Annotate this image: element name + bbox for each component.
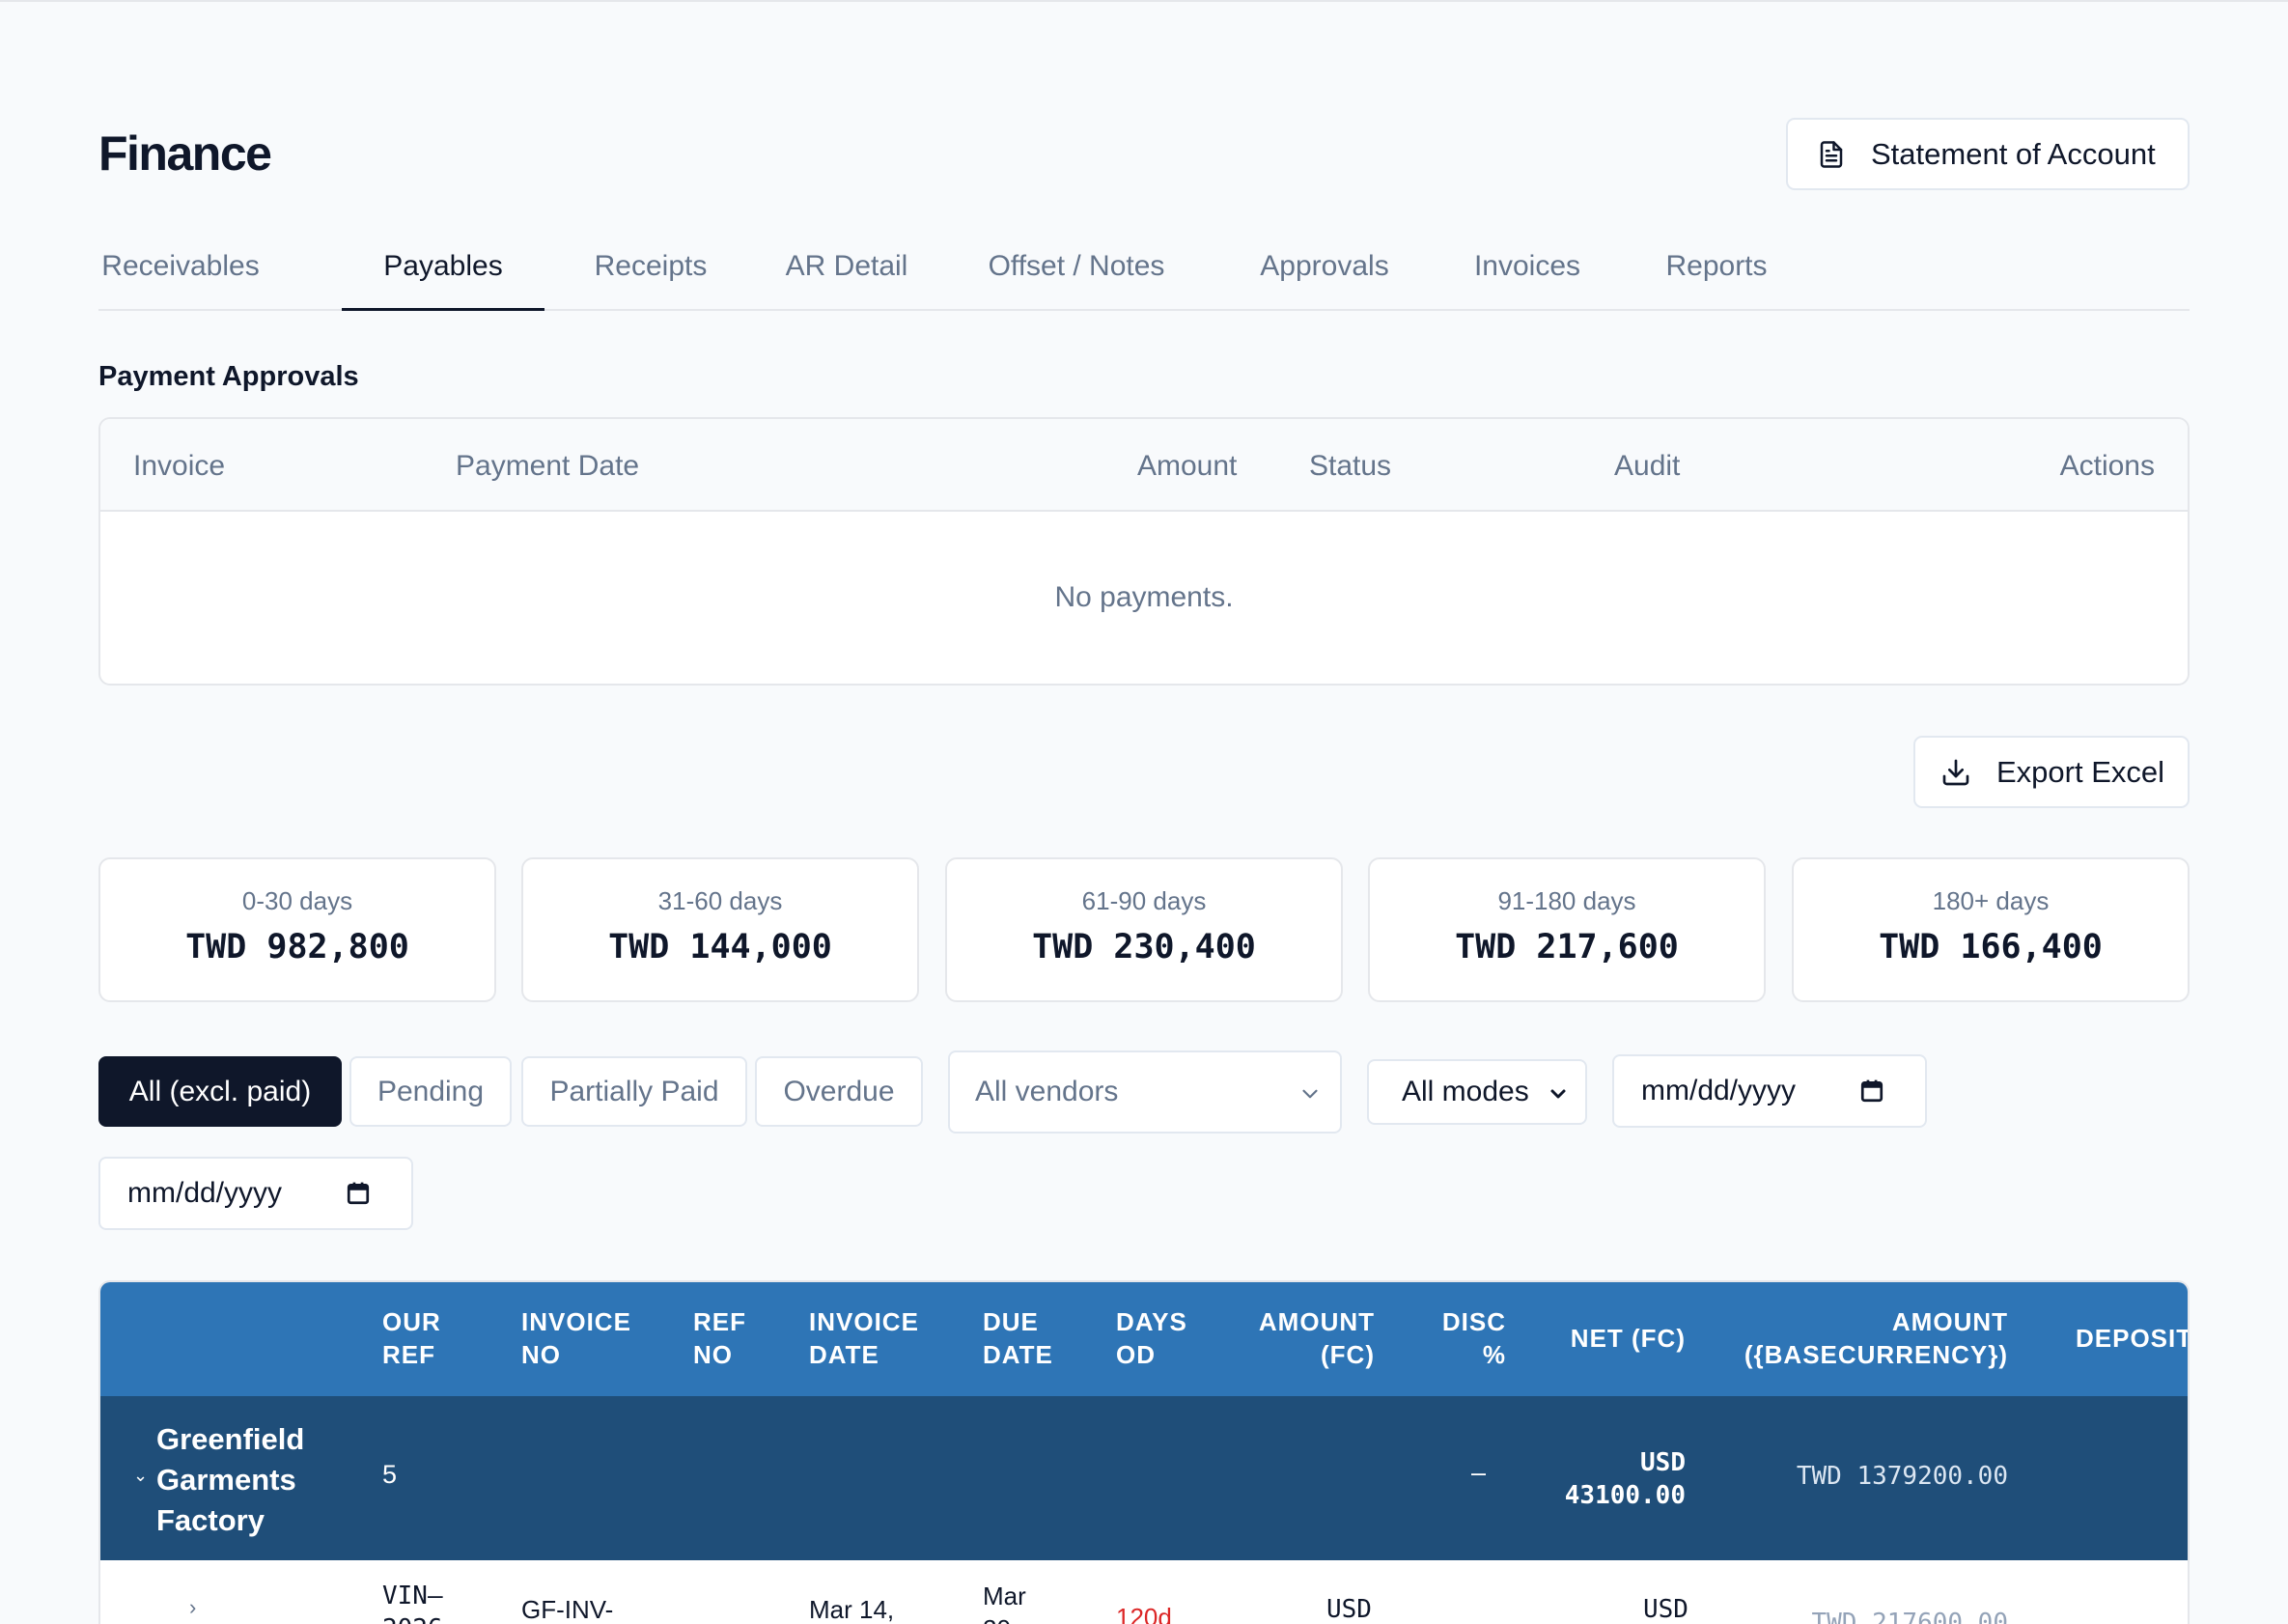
filter-chip-overdue[interactable]: Overdue: [755, 1056, 923, 1127]
column-disc-pct[interactable]: DISC%: [1441, 1307, 1506, 1369]
aging-card-label: 0-30 days: [241, 886, 353, 915]
aging-card-label: 91-180 days: [1497, 886, 1636, 915]
column-invoice[interactable]: Invoice: [133, 450, 226, 482]
column-invoice-no[interactable]: INVOICE NO: [521, 1307, 631, 1369]
aging-card-label: 31-60 days: [657, 886, 783, 915]
statement-of-account-label: Statement of Account: [1871, 136, 2156, 171]
filter-chip-all-excl-paid[interactable]: All (excl. paid): [98, 1056, 342, 1127]
tab-invoices[interactable]: Invoices: [1473, 250, 1581, 282]
group-disc: –: [1471, 1458, 1487, 1487]
aging-card-value: TWD 217,600: [1455, 928, 1679, 966]
tab-payables[interactable]: Payables: [342, 234, 544, 311]
base-amount-cell: TWD 217600.00: [1811, 1609, 2009, 1624]
tab-offset-notes[interactable]: Offset / Notes: [988, 250, 1165, 282]
table-row[interactable]: › VIN– 2026 GF-INV- Mar 14, Mar 20 120d …: [100, 1560, 2188, 1624]
invoice-date-cell: Mar 14,: [809, 1595, 895, 1624]
vendor-group-row[interactable]: ⌄ Greenfield Garments Factory 5 – USD 43…: [100, 1396, 2188, 1560]
group-base-amount: TWD 1379200.00: [1796, 1462, 2008, 1491]
calendar-icon: [347, 1182, 370, 1205]
aging-card-31-60[interactable]: 31-60 days TWD 144,000: [521, 857, 919, 1002]
payment-approvals-table: Invoice Payment Date Amount Status Audit…: [98, 417, 2190, 686]
vendor-name: Greenfield Garments Factory: [156, 1422, 305, 1537]
aging-card-91-180[interactable]: 91-180 days TWD 217,600: [1368, 857, 1766, 1002]
column-audit[interactable]: Audit: [1614, 450, 1681, 482]
column-status[interactable]: Status: [1309, 450, 1392, 482]
aging-card-61-90[interactable]: 61-90 days TWD 230,400: [945, 857, 1343, 1002]
vendor-select[interactable]: All vendors: [948, 1050, 1342, 1134]
due-date-cell: Mar 20: [983, 1582, 1026, 1624]
aging-card-value: TWD 982,800: [185, 928, 409, 966]
amount-fc-cell: USD: [1326, 1595, 1372, 1624]
column-actions: Actions: [2059, 450, 2155, 482]
tab-reports[interactable]: Reports: [1665, 250, 1768, 282]
column-ref-no[interactable]: REF NO: [693, 1307, 746, 1369]
column-deposit[interactable]: DEPOSIT: [2076, 1324, 2190, 1353]
page-title: Finance: [98, 126, 272, 181]
column-amount[interactable]: Amount: [1137, 450, 1238, 482]
our-ref-cell: VIN– 2026: [382, 1582, 443, 1624]
column-days-od[interactable]: DAYS OD: [1116, 1307, 1187, 1369]
tab-ar-detail[interactable]: AR Detail: [785, 250, 908, 282]
filter-chip-partially-paid[interactable]: Partially Paid: [521, 1056, 747, 1127]
expand-chevron-icon[interactable]: ›: [189, 1595, 197, 1619]
payment-approvals-title: Payment Approvals: [98, 361, 359, 392]
aging-card-0-30[interactable]: 0-30 days TWD 982,800: [98, 857, 496, 1002]
group-net-fc: USD 43100.00: [1564, 1448, 1686, 1510]
aging-card-label: 61-90 days: [1081, 886, 1207, 915]
column-net-fc[interactable]: NET (FC): [1570, 1324, 1686, 1353]
column-invoice-date[interactable]: INVOICE DATE: [809, 1307, 919, 1369]
filter-chip-pending[interactable]: Pending: [349, 1056, 512, 1127]
chevron-down-icon: [1302, 1089, 1318, 1099]
payables-aging-table: OUR REF INVOICE NO REF NO INVOICE DATE DUE DA…: [98, 1280, 2190, 1624]
tab-receipts[interactable]: Receipts: [594, 250, 708, 282]
column-amount-base[interactable]: AMOUNT ({BASECURRENCY}): [1744, 1307, 2008, 1369]
document-icon: [1820, 140, 1843, 168]
aging-card-value: TWD 144,000: [608, 928, 832, 966]
statement-of-account-button[interactable]: Statement of Account: [1786, 118, 2190, 190]
mode-select[interactable]: All modes: [1367, 1059, 1587, 1125]
invoice-no-cell: GF-INV-: [521, 1595, 614, 1624]
calendar-icon: [1860, 1079, 1883, 1103]
column-due-date[interactable]: DUE DATE: [983, 1307, 1053, 1369]
aging-card-value: TWD 166,400: [1879, 928, 2103, 966]
empty-state-message: No payments.: [1054, 581, 1234, 613]
export-excel-label: Export Excel: [1996, 754, 2165, 789]
column-payment-date[interactable]: Payment Date: [456, 450, 640, 482]
net-fc-cell: USD: [1643, 1595, 1688, 1624]
date-from-input[interactable]: mm/dd/yyyy: [1612, 1054, 1927, 1128]
tab-receivables[interactable]: Receivables: [101, 250, 260, 282]
date-to-input[interactable]: mm/dd/yyyy: [98, 1157, 413, 1230]
column-amount-fc[interactable]: AMOUNT (FC): [1258, 1307, 1375, 1369]
table-header: OUR REF INVOICE NO REF NO INVOICE DATE DUE DA…: [100, 1282, 2188, 1396]
aging-card-label: 180+ days: [1932, 886, 2050, 915]
finance-tabs: Receivables Payables Receipts AR Detail …: [98, 234, 2190, 311]
chevron-down-icon: [1550, 1089, 1566, 1099]
table-header: Invoice Payment Date Amount Status Audit…: [100, 419, 2188, 512]
days-overdue-cell: 120d: [1116, 1603, 1172, 1624]
column-our-ref[interactable]: OUR REF: [382, 1307, 441, 1369]
download-icon: [1942, 759, 1969, 785]
aging-card-180-plus[interactable]: 180+ days TWD 166,400: [1792, 857, 2190, 1002]
expand-chevron-icon[interactable]: ⌄: [133, 1466, 149, 1485]
date-from-placeholder: mm/dd/yyyy: [1641, 1075, 1797, 1106]
date-to-placeholder: mm/dd/yyyy: [127, 1177, 283, 1209]
mode-select-value: All modes: [1402, 1076, 1529, 1107]
invoice-count: 5: [382, 1460, 398, 1489]
export-excel-button[interactable]: Export Excel: [1913, 736, 2190, 808]
tab-approvals[interactable]: Approvals: [1260, 250, 1389, 282]
vendor-select-value: All vendors: [975, 1076, 1119, 1107]
aging-card-value: TWD 230,400: [1032, 928, 1256, 966]
